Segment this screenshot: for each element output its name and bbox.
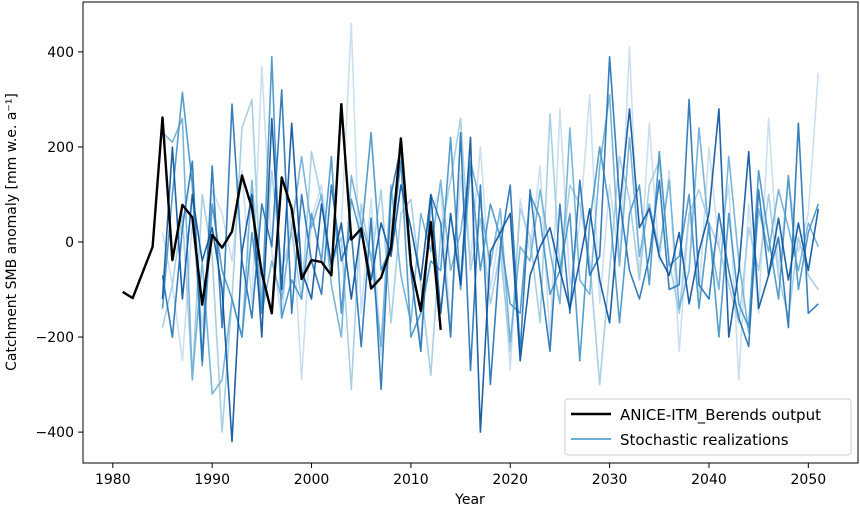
series-line-anice [122, 102, 442, 331]
series-layer [122, 22, 820, 443]
y-axis-title: Catchment SMB anomaly [mm w.e. a⁻¹] [4, 93, 20, 371]
series-line-realization [161, 108, 820, 443]
x-axis-title: Year [454, 492, 485, 505]
x-tick-label: 2040 [691, 472, 727, 488]
x-tick-label: 2050 [791, 472, 827, 488]
x-axis: 1980 1990 2000 2010 2020 2030 2040 2050 [95, 463, 826, 488]
legend: ANICE-ITM_Berends output Stochastic real… [564, 398, 852, 456]
x-tick-label: 2020 [492, 472, 528, 488]
y-tick-label: −400 [36, 425, 74, 441]
x-tick-label: 2030 [592, 472, 628, 488]
x-tick-label: 2000 [294, 472, 330, 488]
y-tick-label: 200 [47, 140, 74, 156]
legend-label-anice: ANICE-ITM_Berends output [620, 406, 821, 425]
plot-frame [82, 1, 859, 464]
series-line-realization [161, 55, 820, 367]
x-tick-label: 2010 [393, 472, 429, 488]
legend-box [564, 398, 852, 456]
x-tick-label: 1990 [194, 472, 230, 488]
series-line-realization [161, 22, 820, 381]
legend-label-stochastic: Stochastic realizations [620, 431, 789, 449]
y-tick-label: −200 [36, 330, 74, 346]
y-tick-label: 400 [47, 45, 74, 61]
y-axis: −400 −200 0 200 400 [36, 45, 83, 441]
y-tick-label: 0 [65, 235, 74, 251]
x-tick-label: 1980 [95, 472, 131, 488]
series-line-realization [161, 55, 819, 391]
